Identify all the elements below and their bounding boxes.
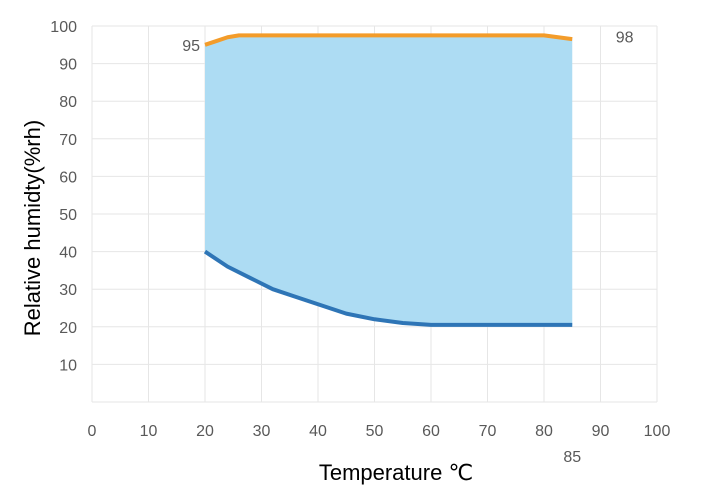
- x-tick-label: 40: [309, 423, 327, 440]
- x-tick-label: 90: [592, 423, 610, 440]
- x-tick-label: 80: [535, 423, 553, 440]
- y-tick-label: 10: [59, 357, 77, 374]
- x-tick-label: 20: [196, 423, 214, 440]
- y-tick-label: 40: [59, 245, 77, 262]
- annotation-label: 85: [563, 449, 581, 466]
- y-tick-label: 60: [59, 169, 77, 186]
- y-tick-label: 70: [59, 132, 77, 149]
- y-tick-label: 50: [59, 207, 77, 224]
- series-lines: [203, 33, 573, 327]
- annotation-label: 95: [182, 38, 200, 55]
- y-tick-label: 100: [50, 19, 77, 36]
- y-tick-label: 80: [59, 94, 77, 111]
- series-line-lower: [203, 249, 573, 327]
- x-tick-label: 30: [253, 423, 271, 440]
- series-line-upper: [204, 33, 573, 47]
- y-tick-label: 30: [59, 282, 77, 299]
- x-tick-label: 100: [644, 423, 671, 440]
- x-axis-title: Temperature ℃: [319, 460, 473, 485]
- y-tick-label: 90: [59, 57, 77, 74]
- x-tick-label: 70: [479, 423, 497, 440]
- annotations: 95 98 85: [182, 29, 633, 466]
- y-tick-label: 20: [59, 320, 77, 337]
- x-tick-label: 60: [422, 423, 440, 440]
- tick-labels: 0 10 20 30 40 50 60 70 80 90 100 10 20 30 40 50 60 70 80 90…: [50, 19, 670, 440]
- x-tick-label: 10: [140, 423, 158, 440]
- fill-region: [205, 35, 573, 325]
- y-axis-title: Relative humidty(%rh): [20, 120, 45, 336]
- operating-range-area: [205, 35, 573, 325]
- x-tick-label: 0: [88, 423, 97, 440]
- annotation-label: 98: [616, 29, 634, 46]
- x-tick-label: 50: [366, 423, 384, 440]
